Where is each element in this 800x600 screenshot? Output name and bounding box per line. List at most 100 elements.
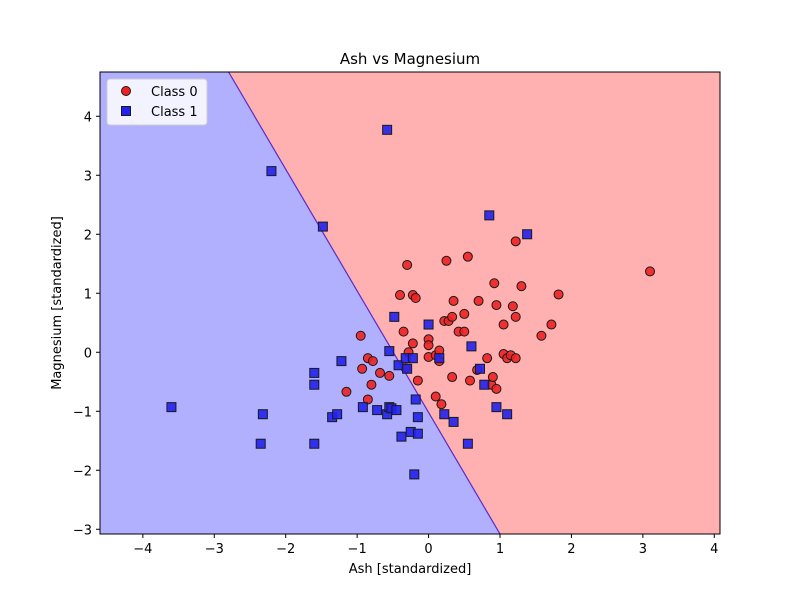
point-class-0-11 xyxy=(402,259,413,270)
x-axis-label: Ash [standardized] xyxy=(349,562,472,577)
y-tick-label: 3 xyxy=(84,169,92,184)
point-class-0-25 xyxy=(436,399,447,410)
point-class-0-8 xyxy=(357,363,368,374)
legend-marker-class-1 xyxy=(121,106,131,116)
y-tick-label: −1 xyxy=(73,405,92,420)
point-class-0-52 xyxy=(510,236,521,247)
point-class-0-51 xyxy=(510,353,521,364)
point-class-1-29 xyxy=(382,124,393,135)
point-class-1-9 xyxy=(332,409,343,420)
legend-label-class-1: Class 1 xyxy=(151,105,198,120)
point-class-0-6 xyxy=(341,386,352,397)
point-class-1-24 xyxy=(389,311,400,322)
point-class-1-11 xyxy=(357,402,368,413)
point-class-1-21 xyxy=(412,412,423,423)
point-class-0-38 xyxy=(473,295,484,306)
point-class-1-10 xyxy=(336,356,347,367)
point-class-1-4 xyxy=(309,367,320,378)
point-class-0-57 xyxy=(645,266,655,277)
point-class-0-24 xyxy=(430,391,441,402)
y-axis-ticks: −3 −2 −1 0 1 2 3 4 xyxy=(73,110,100,538)
point-class-1-17 xyxy=(396,431,407,442)
x-tick-label: 0 xyxy=(424,542,432,557)
point-class-0-13 xyxy=(410,292,421,303)
point-class-1-28 xyxy=(407,353,418,364)
point-class-0-14 xyxy=(407,338,418,349)
point-class-0-35 xyxy=(462,251,473,262)
point-class-1-34 xyxy=(462,438,473,449)
point-class-0-10 xyxy=(398,326,409,337)
point-class-0-29 xyxy=(447,311,458,322)
x-tick-label: 1 xyxy=(496,542,504,557)
point-class-1-16 xyxy=(391,405,402,416)
legend-box xyxy=(106,78,208,126)
point-class-0-5 xyxy=(366,379,377,390)
point-class-0-17 xyxy=(412,375,423,386)
x-tick-label: −4 xyxy=(133,542,152,557)
point-class-1-35 xyxy=(466,341,477,352)
point-class-0-28 xyxy=(441,255,452,266)
y-tick-label: −2 xyxy=(73,464,92,479)
legend: Class 0 Class 1 xyxy=(106,78,208,126)
point-class-0-31 xyxy=(447,372,458,383)
point-class-0-39 xyxy=(482,353,493,364)
point-class-1-23 xyxy=(384,346,395,357)
point-class-0-3 xyxy=(375,367,385,378)
x-axis-ticks: −4 −3 −2 −1 0 1 2 3 4 xyxy=(133,534,718,557)
point-class-1-7 xyxy=(317,221,328,232)
plot-frame xyxy=(99,71,721,535)
x-tick-label: −2 xyxy=(276,542,295,557)
point-class-1-39 xyxy=(491,402,502,413)
point-class-1-40 xyxy=(502,409,513,420)
point-class-1-1 xyxy=(255,438,266,449)
chart-title: Ash vs Magnesium xyxy=(340,50,480,68)
point-class-0-34 xyxy=(459,326,470,337)
point-class-1-31 xyxy=(434,353,445,364)
y-tick-label: 1 xyxy=(84,287,92,302)
point-class-1-27 xyxy=(402,363,413,374)
point-class-0-55 xyxy=(546,319,557,330)
y-tick-label: −3 xyxy=(73,523,92,538)
legend-marker-class-0 xyxy=(121,86,131,96)
x-tick-label: 3 xyxy=(639,542,647,557)
point-class-1-3 xyxy=(266,166,277,177)
y-tick-label: 4 xyxy=(84,110,92,125)
x-tick-label: 4 xyxy=(710,542,718,557)
y-tick-label: 2 xyxy=(84,228,92,243)
point-class-1-6 xyxy=(309,438,320,449)
point-class-1-12 xyxy=(372,405,383,416)
point-class-0-56 xyxy=(553,289,564,300)
point-class-0-43 xyxy=(491,300,502,311)
point-class-1-20 xyxy=(410,394,421,405)
point-class-1-37 xyxy=(479,379,490,390)
x-tick-label: −1 xyxy=(348,542,367,557)
decision-boundary-line xyxy=(228,72,501,534)
point-class-0-0 xyxy=(355,330,366,341)
point-class-0-36 xyxy=(465,375,475,386)
point-class-0-42 xyxy=(489,278,500,289)
point-class-0-4 xyxy=(384,370,395,381)
point-class-0-50 xyxy=(510,311,521,322)
point-class-0-54 xyxy=(536,330,547,341)
point-class-1-19 xyxy=(409,469,420,480)
decision-region-class-1 xyxy=(100,72,500,534)
point-class-1-30 xyxy=(423,319,434,330)
point-class-0-45 xyxy=(498,319,509,330)
point-class-1-32 xyxy=(439,409,450,420)
x-tick-label: −3 xyxy=(205,542,224,557)
legend-label-class-0: Class 0 xyxy=(151,85,198,100)
point-class-0-53 xyxy=(516,281,527,292)
point-class-1-36 xyxy=(475,363,485,374)
plot-area xyxy=(100,72,720,534)
point-class-0-49 xyxy=(507,301,518,312)
x-tick-label: 2 xyxy=(567,542,575,557)
point-class-0-41 xyxy=(487,372,498,383)
y-tick-label: 0 xyxy=(84,346,92,361)
point-class-0-2 xyxy=(367,356,378,367)
point-class-1-5 xyxy=(309,379,320,390)
point-class-1-33 xyxy=(448,416,459,427)
point-class-0-9 xyxy=(395,290,405,301)
y-axis-label: Magnesium [standardized] xyxy=(50,216,65,390)
point-class-0-19 xyxy=(423,340,434,351)
